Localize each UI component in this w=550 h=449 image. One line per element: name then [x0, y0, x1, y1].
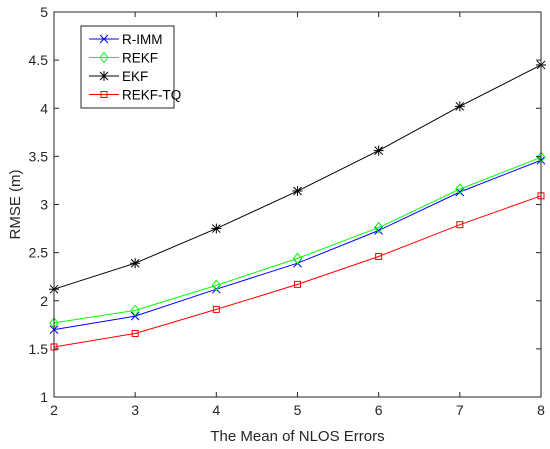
series-rekf [49, 151, 546, 329]
x-tick-label: 3 [131, 402, 139, 418]
data-point-rekf [455, 183, 465, 195]
data-point-r-imm [455, 187, 465, 197]
data-point-rekf-tq [212, 305, 220, 313]
x-axis-label: The Mean of NLOS Errors [210, 428, 384, 445]
y-tick-label: 1.5 [29, 341, 49, 357]
y-tick-label: 3.5 [29, 148, 49, 164]
legend: R-IMM REKF EKF REKF-TQ [80, 25, 181, 109]
y-tick-label: 4 [40, 100, 48, 116]
data-point-ekf [292, 186, 303, 197]
data-point-r-imm [374, 226, 384, 235]
y-tick-label: 5 [40, 4, 48, 20]
x-tick-label: 5 [294, 402, 302, 418]
data-point-rekf-tq [456, 221, 464, 229]
data-point-rekf [130, 304, 140, 317]
x-tick-label: 7 [456, 402, 464, 418]
legend-item-ekf: EKF [89, 69, 148, 84]
data-point-rekf-tq [294, 280, 301, 288]
data-point-rekf [374, 221, 384, 234]
legend-item-r-imm: R-IMM [89, 32, 163, 47]
y-tick-label: 2.5 [29, 245, 49, 261]
legend-label-rekf-tq: REKF-TQ [122, 88, 181, 103]
plot-frame [53, 11, 542, 398]
x-tick-label: 8 [537, 402, 545, 418]
ticks-layer: 2 3 4 5 6 7 8 1 1.5 2 2.5 3 3.5 4 4.5 5 [29, 4, 546, 418]
series-ekf [49, 59, 546, 295]
legend-marker-ekf [99, 71, 109, 81]
series-line-rekf-tq [53, 195, 542, 348]
legend-label-rekf: REKF [122, 51, 158, 66]
data-point-rekf-tq [131, 329, 139, 337]
x-tick-label: 6 [375, 402, 383, 418]
y-axis-label: RMSE (m) [7, 170, 24, 240]
legend-label-ekf: EKF [122, 69, 148, 84]
legend-marker-r-imm [99, 34, 109, 44]
data-point-rekf [211, 279, 221, 292]
legend-marker-rekf-tq [100, 91, 108, 98]
y-tick-label: 4.5 [29, 52, 49, 68]
data-point-ekf [454, 101, 465, 112]
legend-item-rekf-tq: REKF-TQ [89, 88, 181, 103]
y-tick-label: 2 [40, 293, 48, 309]
series-layer [49, 59, 546, 351]
y-tick-label: 1 [40, 389, 48, 405]
data-point-ekf [373, 145, 384, 156]
legend-marker-rekf [99, 51, 109, 64]
x-tick-label: 2 [50, 402, 58, 418]
data-point-ekf [130, 258, 141, 269]
data-point-rekf [292, 252, 303, 265]
series-line-rekf [53, 156, 542, 324]
x-tick-label: 4 [212, 402, 220, 418]
legend-label-r-imm: R-IMM [122, 32, 163, 47]
data-point-ekf [211, 223, 222, 234]
legend-item-rekf: REKF [89, 51, 158, 66]
y-tick-label: 3 [40, 197, 48, 213]
data-point-rekf-tq [375, 252, 383, 260]
